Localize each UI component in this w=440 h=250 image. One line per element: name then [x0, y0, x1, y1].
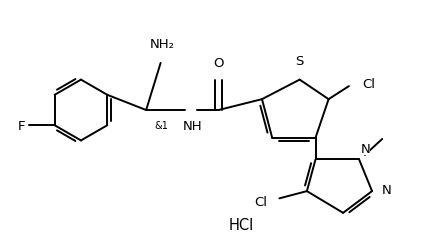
- Text: Cl: Cl: [362, 78, 375, 90]
- Text: HCl: HCl: [229, 217, 254, 232]
- Text: NH₂: NH₂: [150, 38, 175, 51]
- Text: N: N: [382, 184, 392, 196]
- Text: S: S: [296, 55, 304, 68]
- Text: F: F: [18, 119, 25, 132]
- Text: N: N: [360, 142, 370, 155]
- Text: NH: NH: [183, 120, 202, 133]
- Text: &1: &1: [155, 121, 169, 131]
- Text: O: O: [213, 57, 224, 70]
- Text: Cl: Cl: [254, 195, 267, 208]
